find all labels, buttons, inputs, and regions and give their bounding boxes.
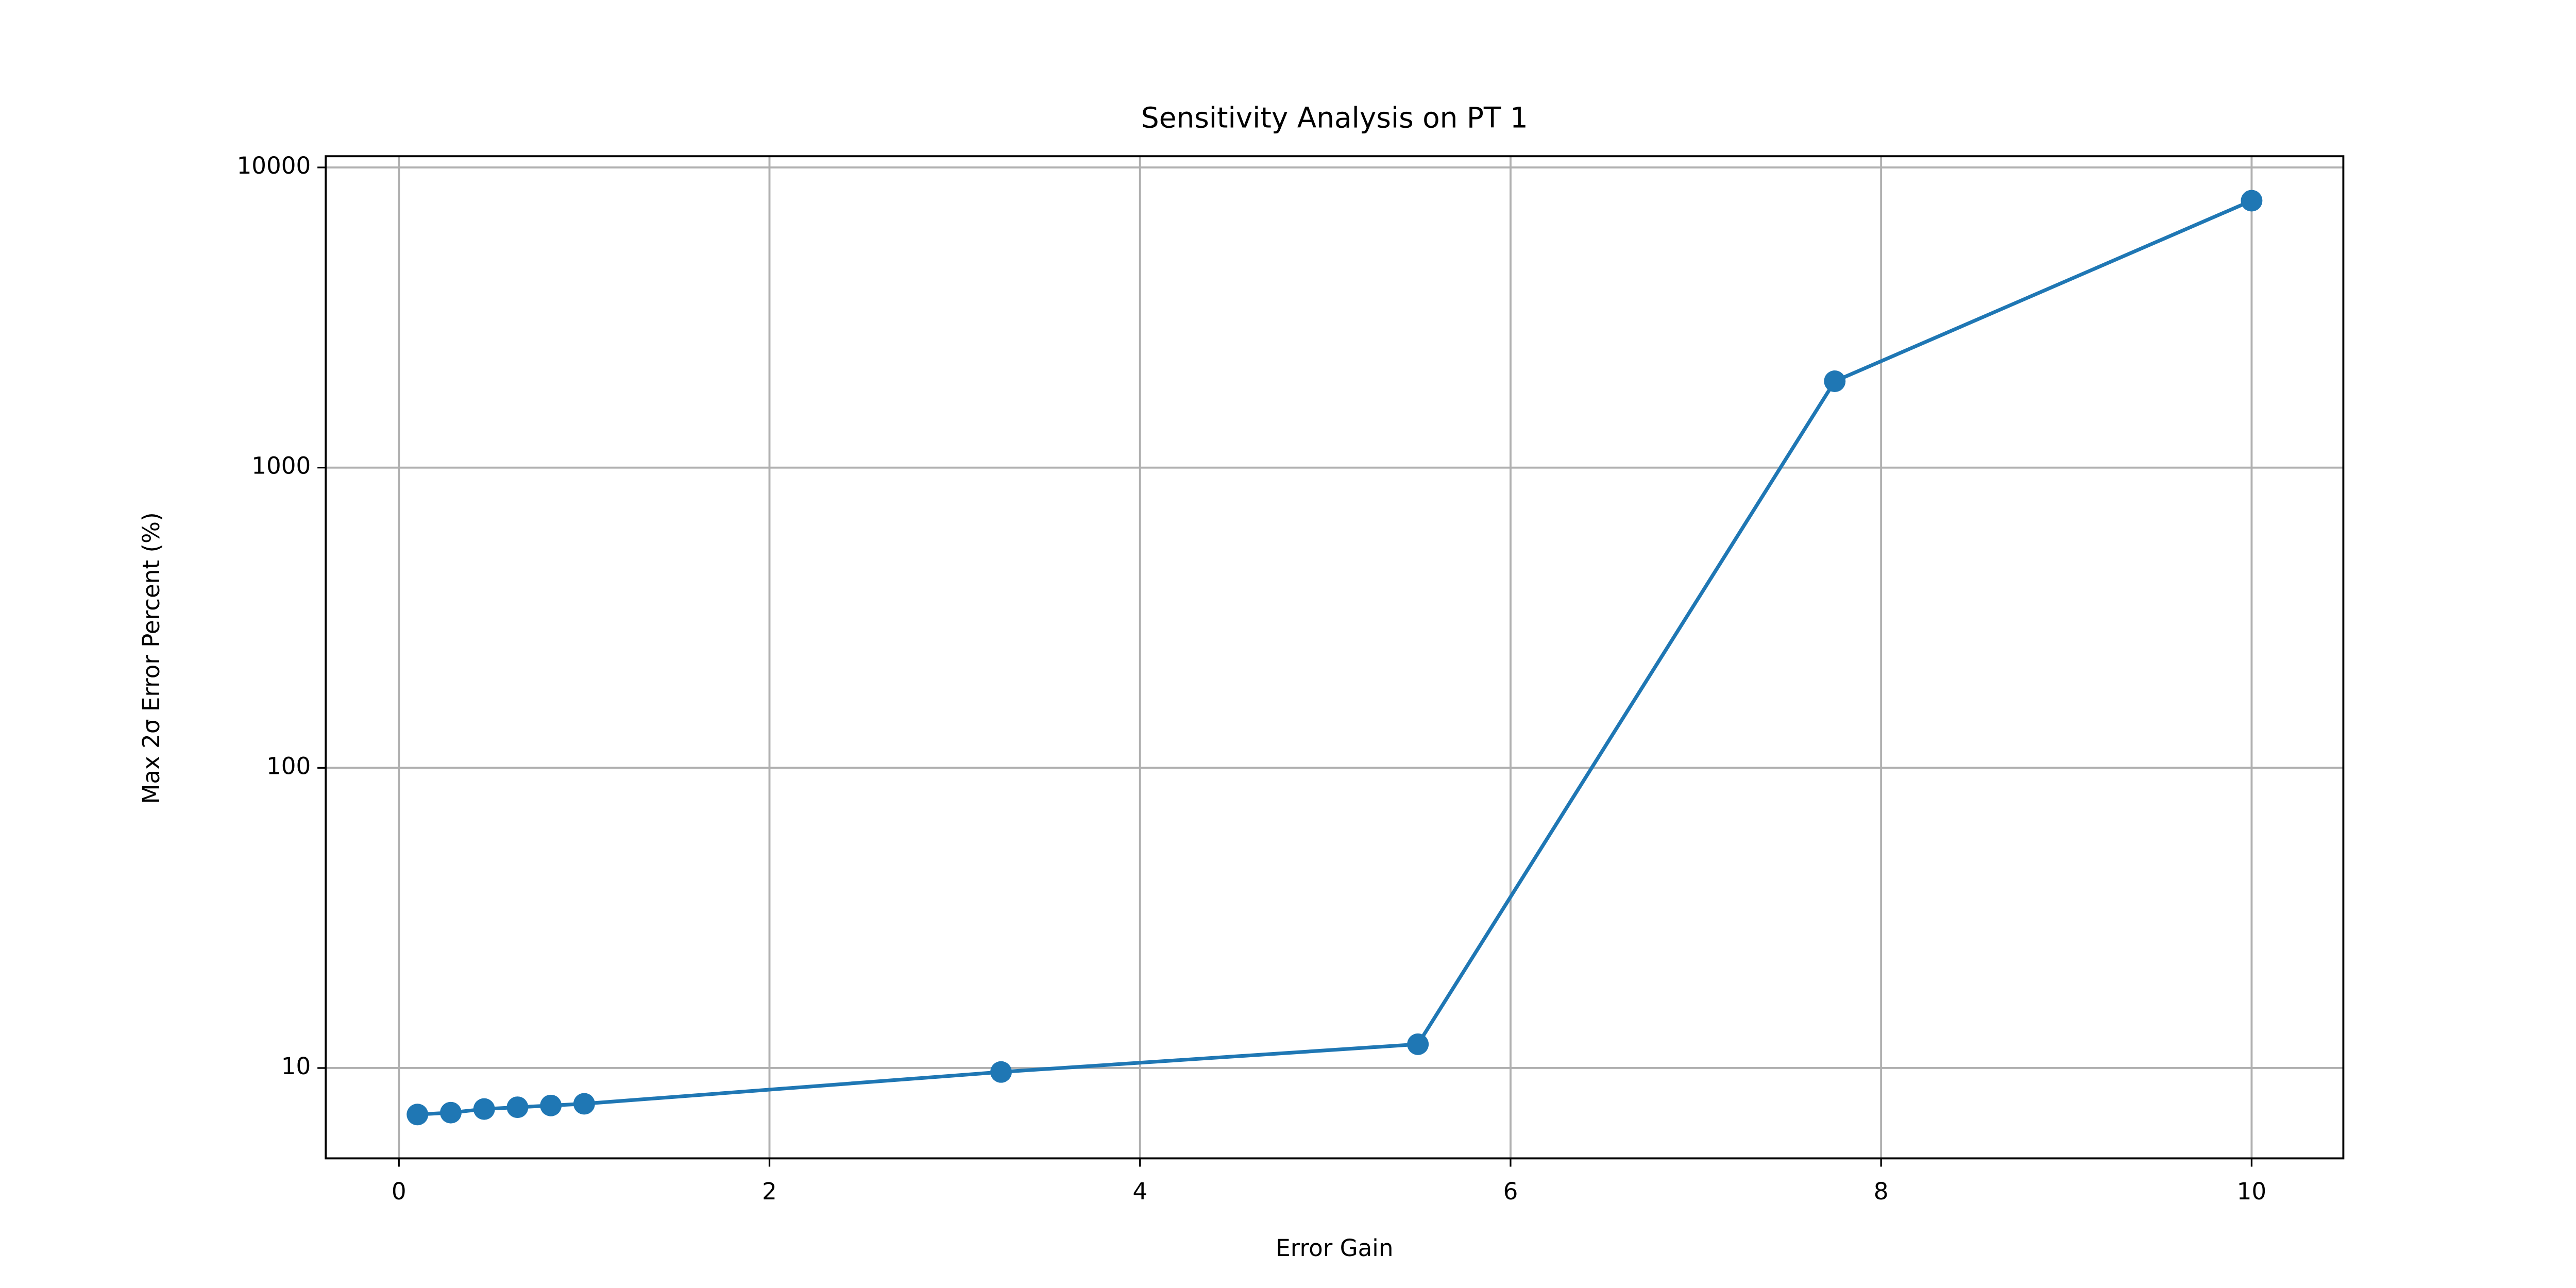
x-axis-label: Error Gain: [1276, 1234, 1393, 1262]
data-point: [506, 1096, 529, 1118]
x-tick-label: 8: [1874, 1178, 1889, 1205]
data-point: [2241, 190, 2263, 212]
data-point: [573, 1093, 595, 1115]
x-tick-label: 2: [762, 1178, 777, 1205]
chart-title: Sensitivity Analysis on PT 1: [1141, 101, 1528, 134]
data-point: [440, 1101, 462, 1124]
y-tick-label: 10: [281, 1053, 311, 1080]
x-tick-label: 4: [1132, 1178, 1147, 1205]
data-point: [1407, 1033, 1429, 1055]
y-axis-label: Max 2σ Error Percent (%): [138, 512, 165, 804]
data-line: [417, 199, 2252, 1116]
x-tick-label: 6: [1503, 1178, 1518, 1205]
x-tick-label: 0: [392, 1178, 406, 1205]
data-point: [473, 1098, 495, 1120]
data-point: [406, 1104, 429, 1126]
x-tick-label: 10: [2237, 1178, 2266, 1205]
data-point: [1824, 370, 1846, 392]
y-tick-label: 10000: [237, 152, 311, 179]
data-point: [540, 1094, 562, 1116]
plot-frame: [325, 155, 2345, 1160]
data-point: [990, 1061, 1012, 1083]
y-tick-label: 100: [266, 752, 311, 779]
y-tick-label: 1000: [251, 452, 311, 480]
